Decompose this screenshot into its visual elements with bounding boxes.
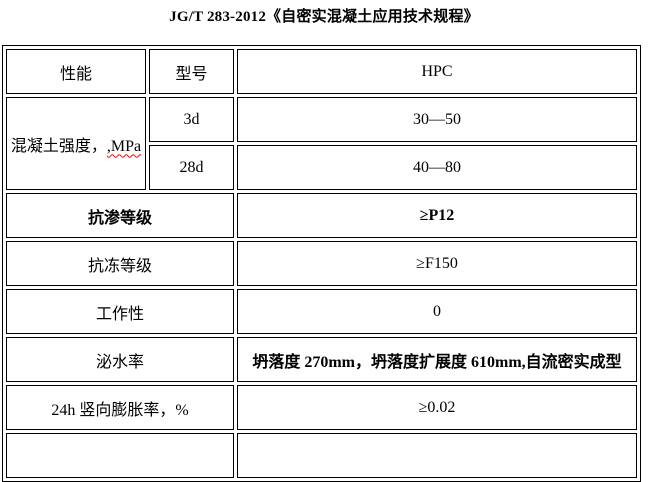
strength-label-cell: 混凝土强度，,MPa bbox=[6, 97, 146, 190]
bleeding-rate-value: 坍落度 270mm，坍落度扩展度 610mm,自流密实成型 bbox=[237, 337, 637, 382]
impermeability-label: 抗渗等级 bbox=[6, 193, 234, 238]
strength-value-3d: 30—50 bbox=[237, 97, 637, 142]
header-cell-grade: HPC bbox=[237, 49, 637, 94]
document-title: JG/T 283-2012《自密实混凝土应用技术规程》 bbox=[169, 9, 479, 25]
strength-row-3d: 混凝土强度，,MPa 3d 30—50 bbox=[6, 97, 637, 190]
strength-value-28d: 40—80 bbox=[237, 145, 637, 190]
clipped-bottom-value-cell bbox=[237, 433, 637, 478]
impermeability-row: 抗渗等级 ≥P12 bbox=[6, 193, 637, 238]
frost-resistance-value: ≥F150 bbox=[237, 241, 637, 286]
strength-label-text: 混凝土强度， bbox=[10, 137, 107, 155]
header-row: 性能 型号 HPC bbox=[6, 49, 637, 94]
workability-label: 工作性 bbox=[6, 289, 234, 334]
vertical-expansion-row: 24h 竖向膨胀率，% ≥0.02 bbox=[6, 385, 637, 430]
strength-row-28d: 28d 40—80 bbox=[6, 145, 637, 190]
workability-row: 工作性 0 bbox=[6, 289, 637, 334]
frost-resistance-label: 抗冻等级 bbox=[6, 241, 234, 286]
vertical-expansion-value: ≥0.02 bbox=[237, 385, 637, 430]
bleeding-rate-label: 泌水率 bbox=[6, 337, 234, 382]
frost-resistance-row: 抗冻等级 ≥F150 bbox=[6, 241, 637, 286]
spec-table: 性能 型号 HPC 混凝土强度，,MPa 3d 30—50 28d 40—80 … bbox=[2, 45, 641, 482]
strength-age-28d: 28d bbox=[149, 145, 234, 190]
strength-age-3d: 3d bbox=[149, 97, 234, 142]
workability-value: 0 bbox=[237, 289, 637, 334]
impermeability-value: ≥P12 bbox=[237, 193, 637, 238]
header-cell-model: 型号 bbox=[149, 49, 234, 94]
clipped-bottom-row bbox=[6, 433, 637, 478]
vertical-expansion-label: 24h 竖向膨胀率，% bbox=[6, 385, 234, 430]
header-cell-performance: 性能 bbox=[6, 49, 146, 94]
clipped-bottom-label-cell bbox=[6, 433, 234, 478]
strength-unit-text: ,MPa bbox=[106, 137, 142, 155]
bleeding-rate-row: 泌水率 坍落度 270mm，坍落度扩展度 610mm,自流密实成型 bbox=[6, 337, 637, 382]
